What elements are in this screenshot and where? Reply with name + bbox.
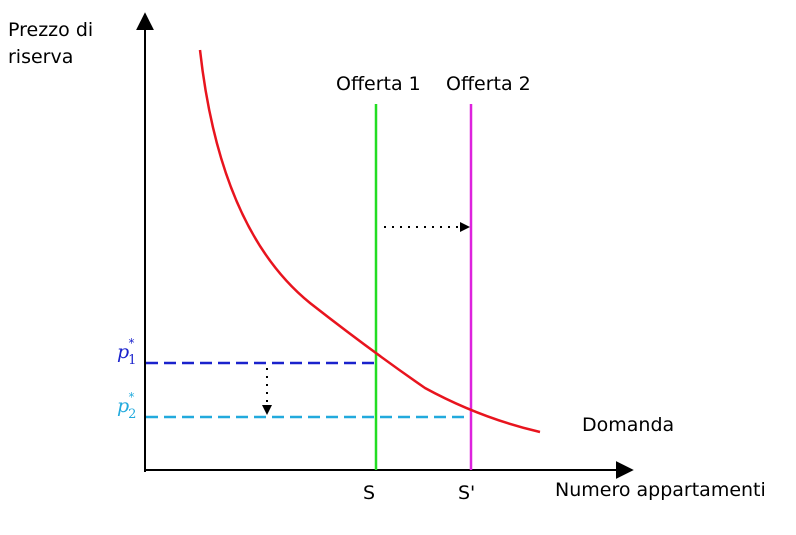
x-axis-label: Numero appartamenti — [555, 479, 766, 501]
demand-curve — [198, 49, 541, 434]
tick-s: S — [363, 482, 375, 504]
offerta-1-label: Offerta 1 — [336, 73, 421, 95]
domanda-label: Domanda — [582, 414, 674, 436]
offerta-2-label: Offerta 2 — [446, 73, 531, 95]
p1-label: p1* — [117, 336, 136, 368]
y-axis-label-line1: Prezzo di — [8, 19, 93, 41]
tick-s-prime: S' — [458, 482, 475, 504]
p2-label: p2* — [117, 390, 136, 422]
y-axis-label-line2: riserva — [8, 46, 73, 68]
